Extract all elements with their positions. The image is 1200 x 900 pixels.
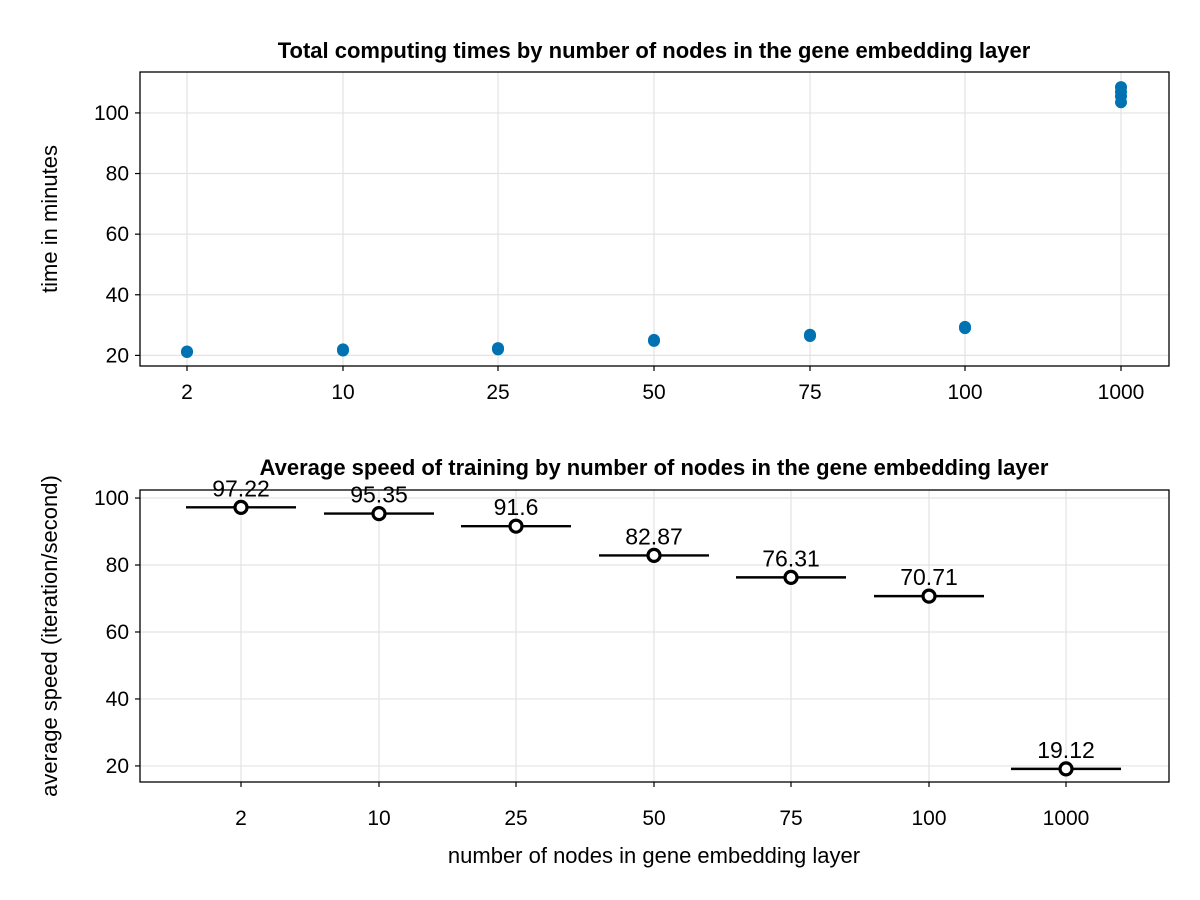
time-point xyxy=(492,342,504,355)
speed-value-label: 70.71 xyxy=(900,564,958,590)
speed-mean-marker xyxy=(646,547,662,563)
speed-mean-marker xyxy=(508,518,524,534)
speed-chart-title: Average speed of training by number of n… xyxy=(260,455,1049,480)
speed-gridlines xyxy=(140,490,1169,782)
time-y-tick-label: 20 xyxy=(106,344,129,367)
speed-x-tick-label: 2 xyxy=(235,807,247,830)
speed-y-tick-label: 40 xyxy=(106,688,129,711)
time-y-tick-label: 100 xyxy=(94,102,129,125)
time-point xyxy=(337,343,349,356)
time-x-tick-label: 10 xyxy=(331,381,354,404)
speed-y-tick-label: 80 xyxy=(106,554,129,577)
time-point xyxy=(648,333,660,346)
time-x-tick-label: 50 xyxy=(642,381,665,404)
speed-value-label: 82.87 xyxy=(625,523,683,549)
time-x-tick-label: 75 xyxy=(798,381,821,404)
time-y-tick-label: 80 xyxy=(106,163,129,186)
speed-value-label: 19.12 xyxy=(1037,737,1095,763)
speed-y-tick-label: 100 xyxy=(94,487,129,510)
time-x-tick-label: 1000 xyxy=(1098,381,1145,404)
speed-x-tick-label: 25 xyxy=(504,807,527,830)
time-x-ticks: 2 10 25 50 75 100 1000 xyxy=(181,366,1144,404)
speed-y-tick-label: 60 xyxy=(106,621,129,644)
speed-x-tick-label: 1000 xyxy=(1043,807,1090,830)
time-gridlines xyxy=(140,72,1169,366)
speed-x-axis-label: number of nodes in gene embedding layer xyxy=(448,843,860,868)
speed-y-tick-label: 20 xyxy=(106,755,129,778)
speed-value-label: 76.31 xyxy=(762,545,820,571)
time-point xyxy=(181,345,193,358)
speed-mean-marker xyxy=(783,569,799,585)
time-x-tick-label: 25 xyxy=(486,381,509,404)
speed-y-axis-label: average speed (iteration/second) xyxy=(37,475,62,797)
speed-mean-marker xyxy=(371,506,387,522)
speed-boxes: 97.22 95.35 91.6 82.87 76.31 70.71 19.12 xyxy=(186,475,1121,777)
time-points xyxy=(181,81,1127,359)
time-x-tick-label: 2 xyxy=(181,381,193,404)
speed-box-panel: Average speed of training by number of n… xyxy=(37,455,1170,868)
speed-mean-marker xyxy=(921,588,937,604)
time-scatter-panel: Total computing times by number of nodes… xyxy=(37,38,1170,404)
time-y-tick-label: 40 xyxy=(106,284,129,307)
time-point xyxy=(804,328,816,341)
speed-value-label: 91.6 xyxy=(494,494,539,520)
time-point xyxy=(1115,81,1127,94)
speed-y-ticks: 20 40 60 80 100 xyxy=(94,487,140,778)
speed-x-tick-label: 50 xyxy=(642,807,665,830)
time-y-tick-label: 60 xyxy=(106,223,129,246)
time-x-tick-label: 100 xyxy=(947,381,982,404)
time-chart-title: Total computing times by number of nodes… xyxy=(278,38,1031,63)
speed-x-tick-label: 100 xyxy=(911,807,946,830)
speed-x-tick-label: 75 xyxy=(779,807,802,830)
speed-mean-marker xyxy=(1058,761,1074,777)
speed-x-ticks: 2 10 25 50 75 100 1000 xyxy=(235,782,1089,830)
time-point xyxy=(959,320,971,333)
speed-value-label: 97.22 xyxy=(212,475,270,501)
speed-mean-marker xyxy=(233,499,249,515)
speed-value-label: 95.35 xyxy=(350,482,408,508)
time-y-ticks: 20 40 60 80 100 xyxy=(94,102,140,367)
speed-x-tick-label: 10 xyxy=(367,807,390,830)
time-y-axis-label: time in minutes xyxy=(37,145,62,293)
